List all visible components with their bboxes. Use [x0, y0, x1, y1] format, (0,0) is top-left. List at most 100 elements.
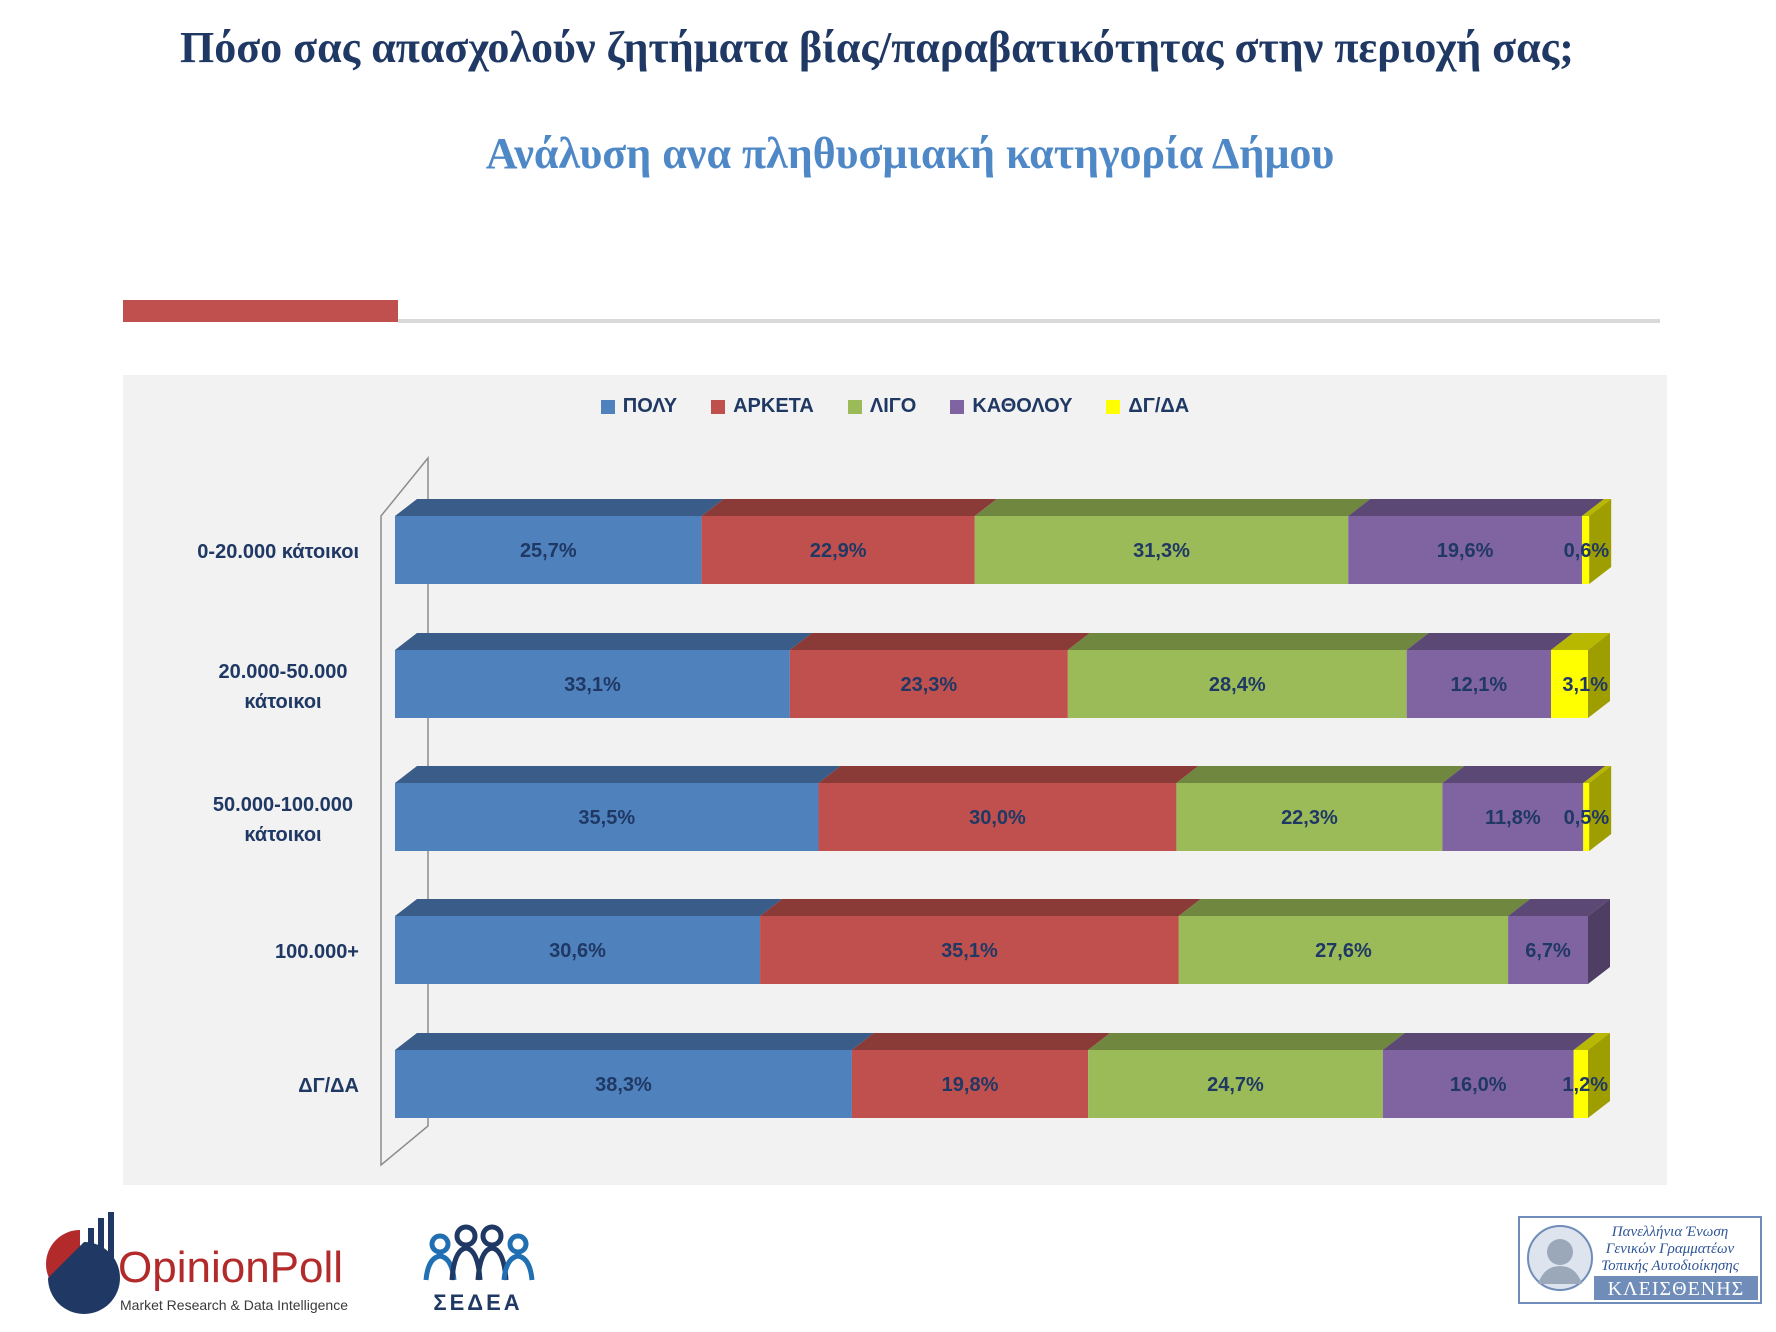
opinionpoll-logo: OpinionPoll Market Research & Data Intel… — [28, 1212, 348, 1322]
legend-item-0: ΠΟΛΥ — [600, 395, 678, 418]
bar-top-αρκετα — [851, 1033, 1111, 1050]
bar-top-δγ-δα — [1583, 766, 1612, 783]
data-label: 6,7% — [1525, 940, 1571, 962]
kleisthenis-line-2: Γενικών Γραμματέων — [1605, 1241, 1735, 1257]
page-title: Πόσο σας απασχολούν ζητήματα βίας/παραβα… — [180, 23, 1574, 72]
data-label: 27,6% — [1315, 940, 1372, 962]
legend-swatch — [711, 399, 726, 414]
bar-top-καθολου — [1442, 766, 1606, 783]
bar-segment-λιγο — [1067, 650, 1407, 718]
data-label: 35,5% — [578, 807, 635, 829]
bar-top-λιγο — [1067, 633, 1429, 650]
data-label: 23,3% — [901, 674, 958, 696]
bar-segment-πολυ — [395, 916, 761, 984]
bar-top-λιγο — [974, 499, 1371, 516]
bar-top-καθολου — [1382, 1033, 1596, 1050]
bar-segment-αρκετα — [851, 1050, 1089, 1118]
bar-segment-καθολου — [1442, 783, 1584, 851]
data-label: 19,8% — [942, 1074, 999, 1096]
data-label: 22,9% — [810, 540, 867, 562]
bar-top-πολυ — [395, 499, 724, 516]
data-label: 24,7% — [1207, 1074, 1264, 1096]
kleisthenis-logo-name: ΚΛΕΙΣΘΕΝΗΣ — [1608, 1278, 1745, 1300]
data-label: 30,0% — [969, 807, 1026, 829]
data-label: 33,1% — [564, 674, 621, 696]
bar-side-face — [1589, 766, 1612, 851]
bar-top-καθολου — [1508, 899, 1610, 916]
bar-top-αρκετα — [789, 633, 1090, 650]
chart-legend: ΠΟΛΥ ΑΡΚΕΤΑ ΛΙΓΟ ΚΑΘΟΛΟΥ ΔΓ/ΔΑ — [123, 395, 1667, 418]
legend-label: ΚΑΘΟΛΟΥ — [972, 395, 1073, 417]
bar-side-face — [1588, 899, 1610, 984]
kleisthenis-line-3: Τοπικής Αυτοδιοίκησης — [1601, 1258, 1740, 1274]
legend-item-2: ΛΙΓΟ — [847, 395, 917, 418]
data-label: 0,5% — [1564, 807, 1610, 829]
legend-item-1: ΑΡΚΕΤΑ — [711, 395, 814, 418]
bar-segment-δγ-δα — [1582, 516, 1590, 584]
bar-segment-δγ-δα — [1583, 783, 1590, 851]
bar-top-αρκετα — [701, 499, 997, 516]
chart-back-wall — [380, 455, 429, 1167]
bar-segment-καθολου — [1406, 650, 1552, 718]
bar-segment-πολυ — [395, 650, 790, 718]
data-label: 38,3% — [595, 1074, 652, 1096]
category-label: 50.000-100.000 κάτοικοι — [213, 794, 353, 846]
bar-top-καθολου — [1348, 499, 1605, 516]
data-label: 30,6% — [549, 940, 606, 962]
bar-top-αρκετα — [760, 899, 1201, 916]
bar-top-πολυ — [395, 633, 812, 650]
accent-divider — [123, 300, 398, 322]
bar-top-πολυ — [395, 899, 783, 916]
divider-line — [398, 319, 1660, 323]
bar-segment-δγ-δα — [1551, 650, 1588, 718]
kleisthenis-logo: Πανελλήνια Ένωση Γενικών Γραμματέων Τοπι… — [1518, 1216, 1762, 1304]
bar-segment-λιγο — [1176, 783, 1443, 851]
bar-segment-αρκετα — [818, 783, 1177, 851]
bar-segment-αρκετα — [701, 516, 975, 584]
legend-label: ΑΡΚΕΤΑ — [733, 395, 814, 417]
data-label: 28,4% — [1209, 674, 1266, 696]
legend-item-3: ΚΑΘΟΛΟΥ — [950, 395, 1072, 418]
legend-label: ΠΟΛΥ — [622, 395, 678, 417]
bar-top-λιγο — [1178, 899, 1531, 916]
bar-top-καθολου — [1406, 633, 1574, 650]
data-label: 25,7% — [520, 540, 577, 562]
bar-segment-καθολου — [1508, 916, 1588, 984]
legend-label: ΛΙΓΟ — [869, 395, 917, 417]
category-label: 20.000-50.000 κάτοικοι — [218, 661, 347, 713]
bar-segment-πολυ — [395, 1050, 852, 1118]
chart-panel: ΠΟΛΥ ΑΡΚΕΤΑ ΛΙΓΟ ΚΑΘΟΛΟΥ ΔΓ/ΔΑ 0-20.000 κάτο… — [123, 375, 1667, 1185]
data-label: 0,6% — [1564, 540, 1610, 562]
bar-side-face — [1589, 499, 1612, 584]
bar-side-face — [1588, 633, 1610, 718]
bar-segment-δγ-δα — [1573, 1050, 1588, 1118]
bar-top-δγ-δα — [1582, 499, 1612, 516]
category-label: 100.000+ — [275, 941, 359, 963]
bar-segment-καθολου — [1382, 1050, 1574, 1118]
legend-swatch — [950, 399, 965, 414]
opinionpoll-logo-tagline: Market Research & Data Intelligence — [120, 1297, 348, 1313]
data-label: 1,2% — [1562, 1074, 1608, 1096]
data-label: 11,8% — [1485, 807, 1541, 829]
bar-top-δγ-δα — [1551, 633, 1610, 650]
opinionpoll-emblem-icon — [46, 1212, 120, 1314]
category-label: 0-20.000 κάτοικοι — [197, 541, 359, 563]
legend-label: ΔΓ/ΔΑ — [1128, 395, 1190, 417]
bar-segment-λιγο — [974, 516, 1349, 584]
data-label: 19,6% — [1437, 540, 1494, 562]
sedea-logo: ΣΕΔΕΑ — [418, 1222, 538, 1322]
legend-item-4: ΔΓ/ΔΑ — [1106, 395, 1189, 418]
bar-top-λιγο — [1176, 766, 1465, 783]
legend-swatch — [1106, 399, 1121, 414]
bar-segment-αρκετα — [760, 916, 1179, 984]
bar-top-λιγο — [1088, 1033, 1405, 1050]
data-label: 22,3% — [1281, 807, 1338, 829]
data-label: 35,1% — [941, 940, 998, 962]
page-subtitle: Ανάλυση ανα πληθυσμιακή κατηγορία Δήμου — [485, 129, 1335, 178]
bust-portrait-icon — [1527, 1225, 1593, 1291]
bar-segment-λιγο — [1088, 1050, 1383, 1118]
data-label: 12,1% — [1450, 674, 1507, 696]
data-label: 3,1% — [1562, 674, 1608, 696]
bar-top-πολυ — [395, 1033, 874, 1050]
legend-swatch — [847, 399, 862, 414]
